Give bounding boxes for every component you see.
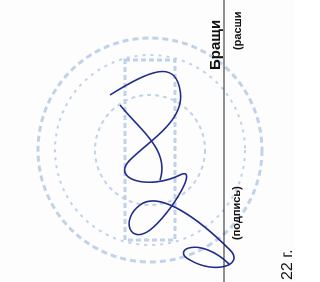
date: 22 г. [279, 249, 295, 280]
signature-caption: (подпись) [231, 186, 243, 240]
document-fragment: Бращи (расши (подпись) 22 г. [0, 0, 295, 282]
name-caption: (расши [232, 11, 244, 50]
name: Бращи [207, 20, 224, 70]
